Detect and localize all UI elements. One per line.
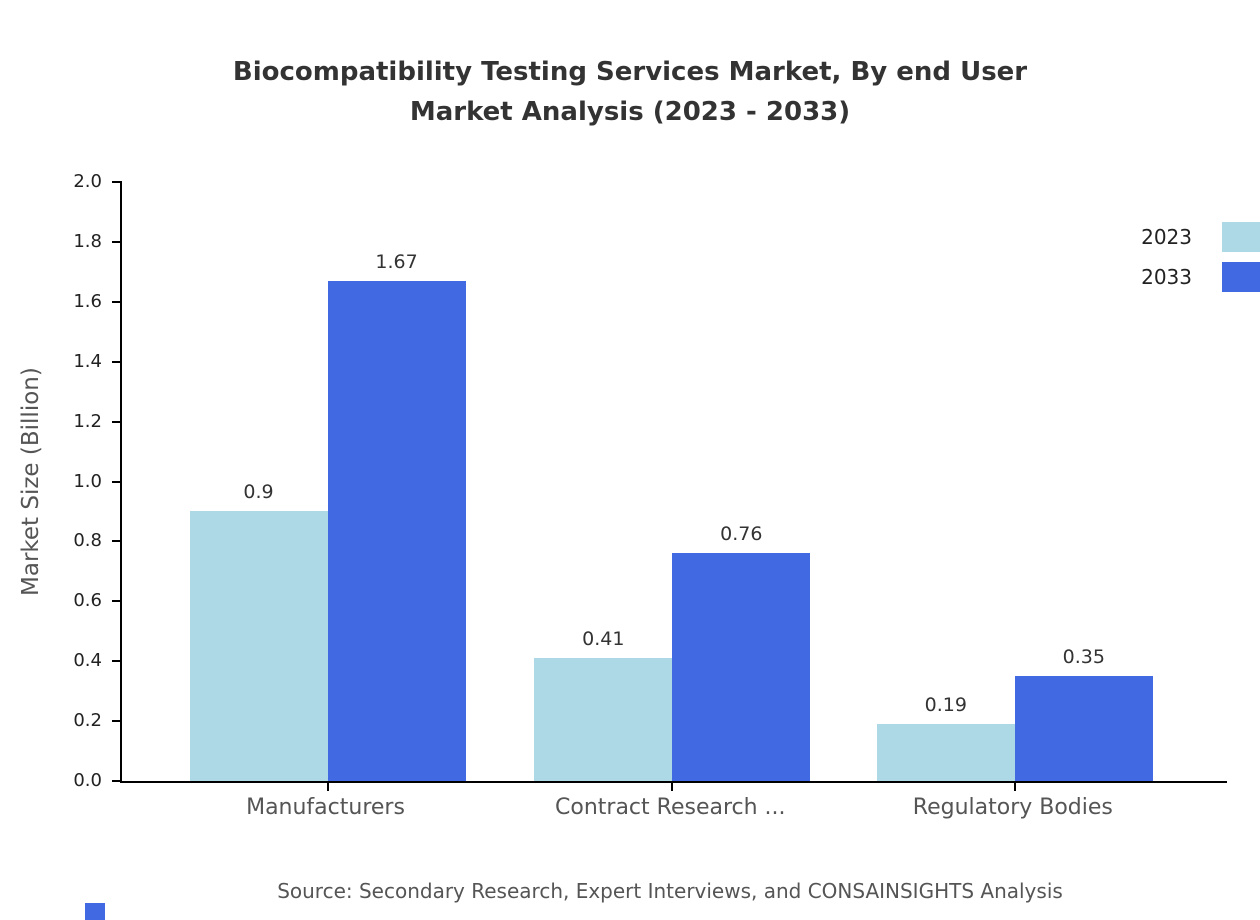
bar-series-2033 bbox=[672, 553, 811, 781]
x-axis-tick bbox=[1013, 783, 1016, 791]
y-axis-tick-label: 2.0 bbox=[73, 171, 102, 192]
plot-area: 0.0 0.2 0.4 0.6 0.8 1.0 1.2 1.4 1.6 1.8 2.0 0.9 1.67… bbox=[73, 171, 1227, 791]
y-axis-tick bbox=[112, 480, 122, 483]
bar-series-2023 bbox=[189, 511, 328, 781]
y-axis-tick-label: 0.0 bbox=[73, 770, 102, 791]
bar-group: 0.41 0.76 bbox=[534, 523, 811, 781]
bar-value-label: 0.41 bbox=[582, 628, 625, 651]
y-axis-tick-label: 1.4 bbox=[73, 350, 102, 372]
y-axis-tick bbox=[112, 780, 122, 782]
x-axis-category-label: Manufacturers bbox=[246, 795, 405, 820]
y-axis-tick-label: 0.2 bbox=[73, 710, 102, 732]
y-axis-tick bbox=[112, 420, 122, 423]
corner-logo-fragment bbox=[85, 903, 105, 920]
legend-swatch bbox=[1222, 262, 1260, 292]
bar-value-label: 0.76 bbox=[720, 523, 763, 546]
chart-title-line1: Biocompatibility Testing Services Market… bbox=[232, 57, 1028, 87]
x-axis-category-label: Regulatory Bodies bbox=[912, 795, 1113, 820]
bar-value-label: 0.35 bbox=[1062, 646, 1105, 669]
y-axis-tick bbox=[112, 300, 122, 303]
legend-swatch bbox=[1222, 222, 1260, 252]
legend-item-label: 2023 bbox=[1141, 225, 1192, 249]
chart-title: Biocompatibility Testing Services Market… bbox=[0, 52, 1260, 132]
bar-cell: 0.9 bbox=[189, 481, 328, 781]
bar-value-label: 0.9 bbox=[243, 481, 274, 504]
y-axis-tick bbox=[112, 240, 122, 243]
legend-item: 2033 bbox=[1141, 262, 1260, 292]
y-axis-title: Market Size (Billion) bbox=[18, 367, 44, 596]
chart-title-line2: Market Analysis (2023 - 2033) bbox=[409, 97, 851, 127]
bar-value-label: 1.67 bbox=[375, 250, 418, 273]
y-axis-tick-label: 0.4 bbox=[73, 650, 102, 672]
bar-cell: 1.67 bbox=[327, 250, 466, 781]
y-axis-tick-label: 1.2 bbox=[73, 410, 102, 432]
x-axis-tick bbox=[326, 783, 329, 791]
y-axis-tick-label: 0.6 bbox=[73, 590, 102, 612]
bar-cell: 0.19 bbox=[876, 694, 1015, 781]
x-axis-tick bbox=[671, 783, 674, 791]
bar-cell: 0.35 bbox=[1014, 646, 1153, 781]
y-axis-tick bbox=[112, 540, 122, 543]
y-axis-tick bbox=[112, 600, 122, 603]
y-axis-tick-label: 0.8 bbox=[73, 530, 102, 552]
bar-series-2033 bbox=[1014, 676, 1153, 781]
bar-cell: 0.76 bbox=[672, 523, 811, 781]
bar-cell: 0.41 bbox=[534, 628, 673, 781]
bar-group: 0.19 0.35 bbox=[876, 646, 1153, 781]
y-axis-tick-label: 1.8 bbox=[73, 230, 102, 252]
legend: 2023 2033 bbox=[1141, 222, 1260, 302]
legend-item-label: 2033 bbox=[1141, 265, 1192, 289]
y-axis-tick bbox=[112, 720, 122, 723]
y-axis-tick bbox=[112, 360, 122, 363]
source-note: Source: Secondary Research, Expert Inter… bbox=[277, 879, 1063, 903]
y-axis-tick bbox=[112, 181, 122, 183]
bar-series-2023 bbox=[876, 724, 1015, 781]
y-axis-tick-label: 1.0 bbox=[73, 470, 102, 492]
x-axis-category-label: Contract Research ... bbox=[555, 795, 786, 820]
y-axis-tick bbox=[112, 660, 122, 663]
bar-value-label: 0.19 bbox=[924, 694, 967, 717]
y-axis-tick-label: 1.6 bbox=[73, 290, 102, 312]
bar-series-2023 bbox=[534, 658, 673, 781]
bar-group: 0.9 1.67 bbox=[189, 250, 466, 781]
bar-series-2033 bbox=[327, 280, 466, 781]
legend-item: 2023 bbox=[1141, 222, 1260, 252]
